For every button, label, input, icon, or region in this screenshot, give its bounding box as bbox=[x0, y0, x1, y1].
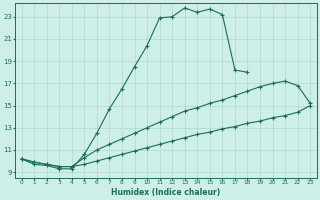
X-axis label: Humidex (Indice chaleur): Humidex (Indice chaleur) bbox=[111, 188, 220, 197]
